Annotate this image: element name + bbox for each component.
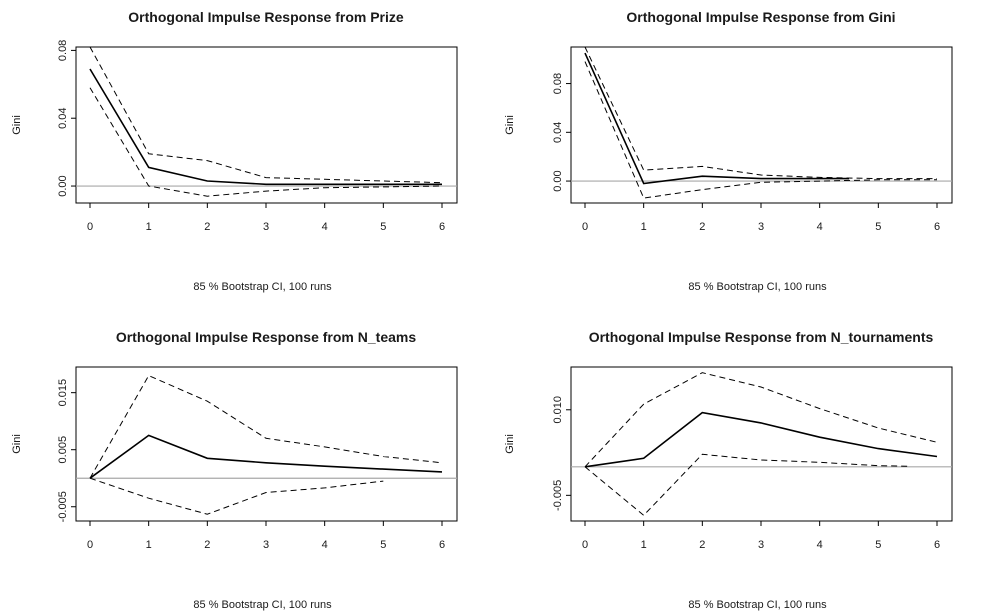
- x-tick-label: 4: [817, 539, 823, 551]
- x-tick-label: 2: [699, 539, 705, 551]
- impulse-response-line: [584, 52, 849, 185]
- y-tick-label: 0.00: [57, 175, 69, 196]
- panel-title: Orthogonal Impulse Response from N_teams: [116, 329, 416, 345]
- ci-upper-line: [89, 374, 443, 479]
- y-axis-label: Gini: [11, 434, 23, 454]
- panel-1: Orthogonal Impulse Response from Prize 0 1…: [11, 9, 458, 293]
- y-tick-label: 0.005: [57, 436, 69, 464]
- ci-lower-line: [584, 61, 937, 199]
- y-tick-label: 0.08: [552, 73, 564, 94]
- x-tick-label: 3: [263, 221, 269, 233]
- y-tick-label: 0.00: [552, 170, 564, 191]
- panel-title: Orthogonal Impulse Response from Prize: [128, 9, 404, 25]
- plot-frame: [75, 366, 458, 522]
- panel-2: Orthogonal Impulse Response from Gini 0 1 2…: [504, 9, 953, 293]
- x-tick-label: 1: [146, 221, 152, 233]
- impulse-response-line: [584, 411, 938, 468]
- y-axis-label: Gini: [504, 434, 516, 454]
- x-tick-label: 6: [934, 539, 940, 551]
- plot-frame: [75, 46, 458, 204]
- x-tick-label: 6: [439, 539, 445, 551]
- ci-lower-line: [584, 453, 908, 516]
- bootstrap-note: 85 % Bootstrap CI, 100 runs: [193, 599, 332, 611]
- x-tick-label: 2: [699, 221, 705, 233]
- x-tick-label: 5: [380, 221, 386, 233]
- bootstrap-note: 85 % Bootstrap CI, 100 runs: [688, 281, 827, 293]
- ci-upper-line: [584, 372, 938, 468]
- x-tick-label: 0: [87, 539, 93, 551]
- y-axis-label: Gini: [11, 115, 23, 135]
- y-axis-label: Gini: [504, 115, 516, 135]
- y-tick-label: 0.04: [57, 108, 69, 129]
- panel-4: Orthogonal Impulse Response from N_tourn…: [504, 329, 953, 611]
- x-tick-label: 5: [380, 539, 386, 551]
- y-tick-label: 0.08: [57, 40, 69, 61]
- x-tick-label: 0: [582, 221, 588, 233]
- ci-upper-line: [584, 46, 937, 180]
- impulse-response-line: [89, 68, 442, 186]
- x-tick-label: 1: [641, 539, 647, 551]
- x-tick-label: 4: [322, 221, 328, 233]
- plot-frame: [570, 366, 953, 522]
- x-tick-label: 5: [875, 221, 881, 233]
- ci-upper-line: [89, 46, 443, 184]
- ci-lower-line: [89, 87, 443, 197]
- y-tick-label: -0.005: [57, 491, 69, 522]
- x-tick-label: 3: [758, 221, 764, 233]
- bootstrap-note: 85 % Bootstrap CI, 100 runs: [688, 599, 827, 611]
- x-tick-label: 5: [875, 539, 881, 551]
- x-tick-label: 1: [641, 221, 647, 233]
- ci-lower-line: [89, 477, 384, 515]
- x-tick-label: 0: [87, 221, 93, 233]
- y-tick-label: 0.04: [552, 122, 564, 143]
- y-tick-label: -0.005: [552, 480, 564, 511]
- x-tick-label: 6: [439, 221, 445, 233]
- x-tick-label: 3: [263, 539, 269, 551]
- x-tick-label: 3: [758, 539, 764, 551]
- x-tick-label: 2: [204, 539, 210, 551]
- x-tick-label: 2: [204, 221, 210, 233]
- x-tick-label: 0: [582, 539, 588, 551]
- panel-3: Orthogonal Impulse Response from N_teams…: [11, 329, 458, 611]
- panel-title: Orthogonal Impulse Response from Gini: [626, 9, 895, 25]
- x-tick-label: 1: [146, 539, 152, 551]
- x-tick-label: 6: [934, 221, 940, 233]
- bootstrap-note: 85 % Bootstrap CI, 100 runs: [193, 281, 332, 293]
- y-tick-label: 0.010: [552, 396, 564, 424]
- y-tick-label: 0.015: [57, 379, 69, 407]
- impulse-response-line: [89, 434, 443, 479]
- panel-title: Orthogonal Impulse Response from N_tourn…: [589, 329, 934, 345]
- x-tick-label: 4: [817, 221, 823, 233]
- x-tick-label: 4: [322, 539, 328, 551]
